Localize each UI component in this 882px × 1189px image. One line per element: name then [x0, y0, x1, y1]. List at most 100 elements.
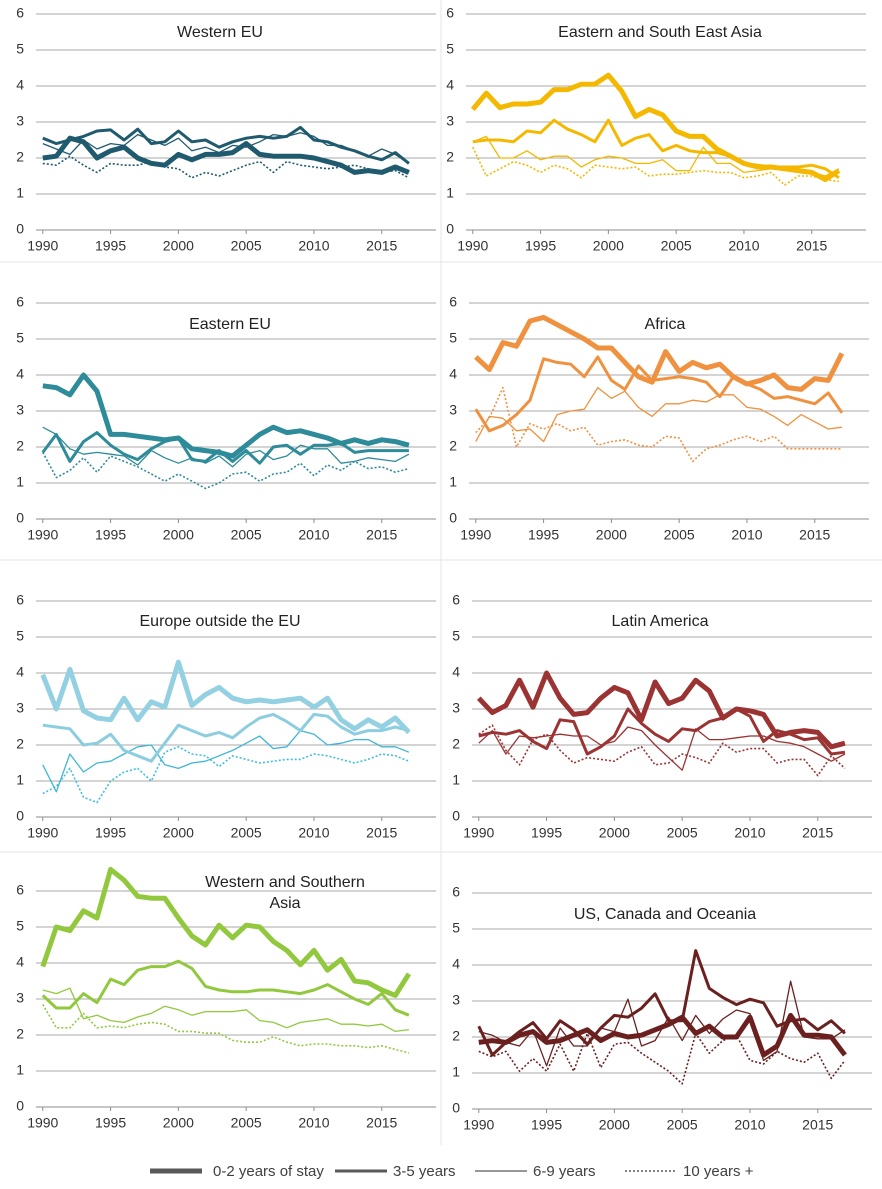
y-tick-label: 0 [449, 510, 457, 526]
x-tick-label: 2015 [366, 238, 397, 254]
title-box: Eastern and South East Asia [558, 24, 762, 41]
y-tick-label: 5 [16, 41, 24, 57]
series-line [42, 125, 410, 165]
y-tick-label: 5 [452, 628, 460, 644]
series-line [474, 314, 845, 392]
y-tick-label: 4 [452, 664, 460, 680]
y-tick-label: 4 [449, 366, 457, 382]
series-line [40, 866, 412, 998]
x-tick-label: 2010 [734, 825, 765, 841]
title-box: Europe outside the EU [139, 613, 301, 630]
x-tick-label: 1995 [95, 238, 126, 254]
y-tick-label: 5 [449, 330, 457, 346]
panel: 0 1 2 3 4 5 6 1990 1995 2000 2005 2010 2015 Eastern E… [16, 294, 436, 543]
y-tick-label: 4 [16, 77, 24, 93]
y-tick-label: 0 [16, 808, 24, 824]
x-tick-label: 2005 [231, 1115, 262, 1131]
x-tick-label: 2005 [231, 825, 262, 841]
y-tick-label: 1 [446, 185, 454, 201]
title-box: Africa [644, 316, 686, 333]
chart-title: Eastern EU [189, 316, 271, 333]
x-tick-label: 2015 [366, 527, 397, 543]
x-tick-label: 2000 [593, 238, 624, 254]
x-tick-label: 1990 [27, 825, 58, 841]
y-tick-label: 6 [16, 882, 24, 898]
y-tick-label: 3 [16, 402, 24, 418]
x-tick-label: 1990 [460, 527, 491, 543]
y-tick-label: 3 [16, 113, 24, 129]
panel: 0 1 2 3 4 5 6 1990 1995 2000 2005 2010 2015 Europe ou… [16, 592, 436, 841]
y-tick-label: 1 [16, 1062, 24, 1078]
series-line [42, 135, 410, 175]
y-tick-label: 4 [16, 954, 24, 970]
y-tick-label: 3 [452, 992, 460, 1008]
y-tick-label: 1 [452, 1064, 460, 1080]
x-tick-label: 2015 [796, 238, 827, 254]
y-tick-label: 0 [16, 221, 24, 237]
legend-label: 6-9 years [533, 1163, 596, 1180]
series-line [472, 146, 840, 186]
y-tick-label: 5 [452, 920, 460, 936]
y-tick-label: 6 [452, 884, 460, 900]
y-tick-label: 2 [446, 149, 454, 165]
x-tick-label: 2015 [366, 1115, 397, 1131]
x-tick-label: 2000 [163, 825, 194, 841]
legend-label: 10 years + [683, 1163, 754, 1180]
x-tick-label: 2015 [802, 825, 833, 841]
x-tick-label: 2010 [731, 527, 762, 543]
y-tick-label: 0 [16, 510, 24, 526]
y-tick-label: 3 [16, 700, 24, 716]
y-tick-label: 6 [449, 294, 457, 310]
y-tick-label: 1 [16, 185, 24, 201]
y-tick-label: 5 [16, 918, 24, 934]
panel: 0 1 2 3 4 5 6 1990 1995 2000 2005 2010 2015 Africa [449, 294, 869, 543]
series-line [478, 1012, 847, 1058]
series-line [42, 372, 410, 459]
x-tick-label: 2010 [298, 825, 329, 841]
x-tick-label: 1990 [27, 527, 58, 543]
panel: 0 1 2 3 4 5 6 1990 1995 2000 2005 2010 2015 US, Canad… [452, 884, 872, 1133]
chart-title: Africa [644, 316, 686, 333]
series-line [42, 452, 410, 490]
x-tick-label: 2005 [667, 1117, 698, 1133]
title-box: US, Canada and Oceania [573, 906, 757, 923]
x-tick-label: 2000 [596, 527, 627, 543]
x-tick-label: 1990 [463, 825, 494, 841]
series-line [41, 431, 409, 465]
x-tick-label: 2000 [163, 527, 194, 543]
chart-title: Western EU [177, 24, 263, 41]
series-line [474, 355, 844, 433]
y-tick-label: 1 [452, 772, 460, 788]
x-tick-label: 1995 [528, 527, 559, 543]
series-line [41, 959, 410, 1017]
x-tick-label: 2000 [163, 1115, 194, 1131]
chart-title: US, Canada and Oceania [573, 906, 757, 923]
y-tick-label: 2 [16, 438, 24, 454]
series-line [42, 426, 410, 468]
series-line [42, 746, 410, 804]
y-tick-label: 2 [16, 1026, 24, 1042]
panel: 0 1 2 3 4 5 6 1990 1995 2000 2005 2010 2015 Western a… [16, 866, 436, 1131]
y-tick-label: 0 [16, 1098, 24, 1114]
x-tick-label: 2005 [231, 238, 262, 254]
x-tick-label: 1995 [95, 1115, 126, 1131]
x-tick-label: 1995 [95, 825, 126, 841]
panel: 0 1 2 3 4 5 6 1990 1995 2000 2005 2010 2015 Eastern a… [446, 5, 866, 254]
y-tick-label: 0 [446, 221, 454, 237]
x-tick-label: 2010 [298, 238, 329, 254]
y-tick-label: 3 [452, 700, 460, 716]
y-tick-label: 6 [16, 294, 24, 310]
x-tick-label: 2010 [298, 527, 329, 543]
y-tick-label: 4 [452, 956, 460, 972]
y-tick-label: 1 [449, 474, 457, 490]
x-tick-label: 2000 [599, 1117, 630, 1133]
legend-label: 0-2 years of stay [213, 1163, 324, 1180]
y-tick-label: 5 [16, 330, 24, 346]
x-tick-label: 2005 [667, 825, 698, 841]
x-tick-label: 2005 [661, 238, 692, 254]
x-tick-label: 2005 [231, 527, 262, 543]
chart-title: Europe outside the EU [139, 613, 301, 630]
legend-label: 3-5 years [393, 1163, 456, 1180]
y-tick-label: 6 [452, 592, 460, 608]
